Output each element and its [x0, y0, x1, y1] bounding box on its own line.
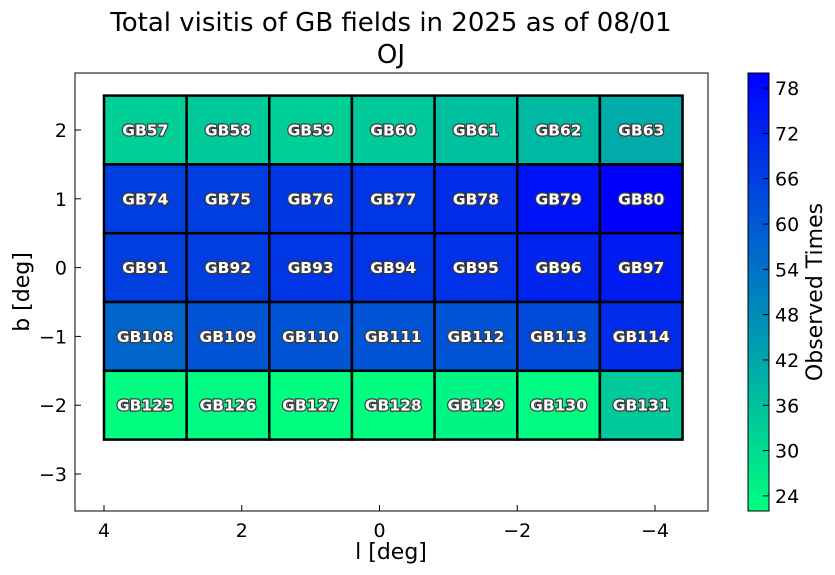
cell-label: GB125: [117, 397, 174, 415]
x-tick-label: 4: [98, 520, 110, 542]
cell-label: GB94: [370, 259, 416, 277]
cell-label: GB77: [370, 190, 416, 208]
heatmap-cell: [433, 163, 519, 235]
cell-label: GB75: [205, 190, 251, 208]
heatmap-cell: [102, 163, 188, 235]
heatmap-cell: [598, 231, 684, 304]
cell-label: GB112: [447, 328, 504, 346]
cell-label: GB108: [117, 328, 174, 346]
heatmap-cell: [268, 163, 354, 235]
y-tick-label: −3: [39, 464, 67, 486]
cell-label: GB129: [447, 397, 504, 415]
y-tick-label: −1: [39, 326, 67, 348]
cell-label: GB60: [370, 122, 416, 140]
colorbar-label: Observed Times: [803, 203, 828, 381]
cell-label: GB92: [205, 259, 251, 277]
x-tick-label: −2: [503, 520, 531, 542]
cell-label: GB111: [365, 328, 422, 346]
cell-label: GB113: [530, 328, 587, 346]
plot-frame: [74, 72, 709, 512]
heatmap-cell: [433, 231, 519, 304]
heatmap-cells: GB57 GB58 GB59 GB60 GB61 GB62 GB63 GB74 GB75 GB76…: [102, 94, 684, 441]
cell-label: GB74: [122, 190, 168, 208]
colorbar-tick-label: 42: [775, 350, 799, 372]
y-tick-label: 1: [55, 189, 67, 211]
colorbar-tick-label: 66: [775, 169, 799, 191]
x-axis-ticks: 4 2 0 −2 −4: [98, 505, 669, 542]
cell-label: GB128: [365, 397, 422, 415]
colorbar-tick-label: 36: [775, 395, 799, 417]
heatmap-cell: [598, 163, 684, 235]
cell-label: GB80: [618, 190, 664, 208]
cell-label: GB95: [453, 259, 499, 277]
cell-label: GB61: [453, 122, 499, 140]
heatmap-cell: [268, 369, 354, 441]
colorbar-tick-label: 54: [775, 259, 799, 281]
cell-label: GB110: [282, 328, 339, 346]
colorbar-tick-label: 60: [775, 214, 799, 236]
heatmap-cell: [268, 231, 354, 304]
chart-subtitle: OJ: [377, 40, 405, 70]
heatmap-cell: [598, 369, 684, 441]
y-axis-label: b [deg]: [10, 252, 35, 332]
x-tick-label: 0: [373, 520, 385, 542]
heatmap-cell: [185, 231, 271, 304]
cell-label: GB93: [288, 259, 334, 277]
cell-label: GB62: [536, 122, 582, 140]
cell-label: GB58: [205, 122, 251, 140]
heatmap-cell: [185, 300, 271, 373]
cell-label: GB127: [282, 397, 339, 415]
colorbar: [747, 72, 770, 512]
cell-label: GB91: [122, 259, 168, 277]
chart-title: Total visitis of GB fields in 2025 as of…: [109, 8, 671, 38]
cell-label: GB78: [453, 190, 499, 208]
heatmap-cell: [516, 231, 602, 304]
heatmap-cell: [102, 94, 188, 166]
cell-label: GB76: [288, 190, 334, 208]
cell-label: GB109: [200, 328, 257, 346]
colorbar-tick-label: 78: [775, 78, 799, 100]
heatmap-cell: [516, 94, 602, 166]
heatmap-cell: [102, 369, 188, 441]
heatmap-cell: [102, 300, 188, 373]
x-axis-label: l [deg]: [355, 540, 427, 565]
x-tick-label: −4: [641, 520, 669, 542]
colorbar-tick-label: 30: [775, 441, 799, 463]
cell-label: GB97: [618, 259, 664, 277]
cell-label: GB96: [536, 259, 582, 277]
y-tick-label: −2: [39, 395, 67, 417]
colorbar-tick-label: 72: [775, 123, 799, 145]
cell-label: GB79: [536, 190, 582, 208]
cell-label: GB126: [200, 397, 257, 415]
colorbar-ticks: 24 30 36 42 48 54 60 66 72 78: [763, 78, 799, 508]
cell-label: GB59: [288, 122, 334, 140]
cell-label: GB63: [618, 122, 664, 140]
heatmap-cell: [516, 369, 602, 441]
y-tick-label: 0: [55, 258, 67, 280]
cell-label: GB57: [122, 122, 168, 140]
y-axis-ticks: 2 1 0 −1 −2 −3: [39, 120, 81, 486]
heatmap-cell: [516, 300, 602, 373]
cell-label: GB131: [613, 397, 670, 415]
y-tick-label: 2: [55, 120, 67, 142]
cell-label: GB130: [530, 397, 587, 415]
colorbar-tick-label: 48: [775, 305, 799, 327]
colorbar-tick-label: 24: [775, 486, 799, 508]
cell-label: GB114: [613, 328, 670, 346]
x-tick-label: 2: [236, 520, 248, 542]
